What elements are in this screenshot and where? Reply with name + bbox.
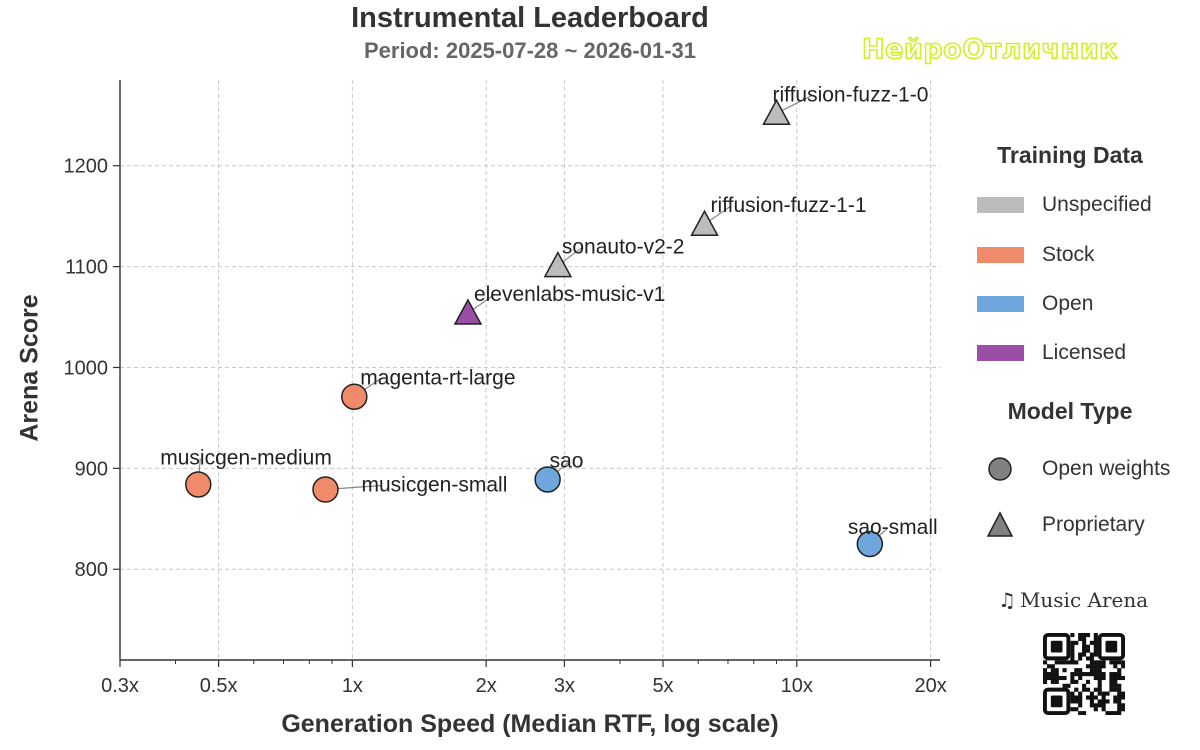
- legend-triangle-icon: [986, 511, 1014, 537]
- x-tick-label: 3x: [554, 675, 575, 697]
- axes: 0.3x 0.5x 1x 2x 3x 5x 10x 20x 800 900 1000 1100 1200: [64, 80, 947, 697]
- point-label-sonauto-v2-2: sonauto-v2-2: [562, 236, 685, 259]
- legend-label-licensed: Licensed: [1042, 341, 1127, 364]
- point-marker-sao-small: [856, 530, 884, 558]
- y-axis-label: Arena Score: [15, 294, 44, 442]
- music-notes-icon: ♫: [998, 588, 1016, 612]
- y-tick-label: 800: [75, 559, 108, 581]
- x-tick-label: 20x: [914, 675, 946, 697]
- data-labels: riffusion-fuzz-1-0 riffusion-fuzz-1-1 sona…: [160, 83, 937, 539]
- grid: [119, 80, 940, 660]
- x-tick-label: 5x: [652, 675, 673, 697]
- music-arena-label: Music Arena: [1019, 588, 1149, 612]
- point-marker-sao: [534, 466, 561, 493]
- legend-swatch-licensed: [977, 345, 1024, 361]
- legend-label-open-weights: Open weights: [1042, 457, 1171, 480]
- y-tick-label: 1100: [65, 257, 108, 279]
- chart-title: Instrumental Leaderboard: [351, 2, 709, 34]
- point-marker-musicgen-medium: [185, 471, 212, 498]
- legend-swatch-unspecified: [977, 197, 1024, 213]
- watermark: НейроОтличник: [861, 33, 1118, 66]
- x-tick-label: 10x: [781, 675, 813, 697]
- point-marker-sonauto-v2-2: [543, 251, 573, 278]
- point-label-riffusion-fuzz-1-1: riffusion-fuzz-1-1: [711, 194, 867, 217]
- point-label-elevenlabs-music-v1: elevenlabs-music-v1: [474, 283, 665, 306]
- point-marker-riffusion-fuzz-1-0: [762, 98, 791, 126]
- legend-label-stock: Stock: [1042, 243, 1095, 266]
- point-marker-musicgen-small: [312, 476, 339, 503]
- qr-code-icon: [1043, 633, 1125, 715]
- y-tick-label: 900: [75, 458, 108, 480]
- x-tick-label: 2x: [476, 675, 497, 697]
- legend-swatch-stock: [977, 247, 1024, 263]
- y-tick-label: 1000: [64, 357, 109, 379]
- music-arena-brand: ♫ Music Arena: [998, 588, 1148, 612]
- point-label-musicgen-medium: musicgen-medium: [160, 446, 332, 469]
- chart-subtitle: Period: 2025-07-28 ~ 2026-01-31: [363, 38, 697, 63]
- point-label-sao-small: sao-small: [848, 516, 938, 539]
- legend-label-open: Open: [1042, 292, 1094, 315]
- point-marker-magenta-rt-large: [341, 383, 368, 410]
- point-marker-elevenlabs-music-v1: [453, 298, 483, 325]
- x-axis-label: Generation Speed (Median RTF, log scale): [281, 710, 779, 738]
- legend-label-unspecified: Unspecified: [1042, 193, 1152, 216]
- point-label-magenta-rt-large: magenta-rt-large: [360, 367, 515, 390]
- legend-label-proprietary: Proprietary: [1042, 513, 1145, 536]
- legend-training-title: Training Data: [997, 142, 1143, 168]
- legend-swatch-open: [977, 296, 1024, 312]
- y-tick-label: 1200: [64, 156, 109, 178]
- x-tick-label: 0.3x: [101, 675, 139, 697]
- point-label-sao: sao: [550, 449, 584, 472]
- point-label-riffusion-fuzz-1-0: riffusion-fuzz-1-0: [772, 83, 928, 106]
- point-marker-riffusion-fuzz-1-1: [690, 209, 719, 236]
- x-tick-label: 0.5x: [200, 675, 238, 697]
- point-label-musicgen-small: musicgen-small: [361, 474, 507, 497]
- legend-circle-icon: [988, 457, 1012, 481]
- data-markers: [185, 98, 884, 558]
- x-tick-label: 1x: [342, 675, 363, 697]
- legend-type-title: Model Type: [1007, 398, 1133, 424]
